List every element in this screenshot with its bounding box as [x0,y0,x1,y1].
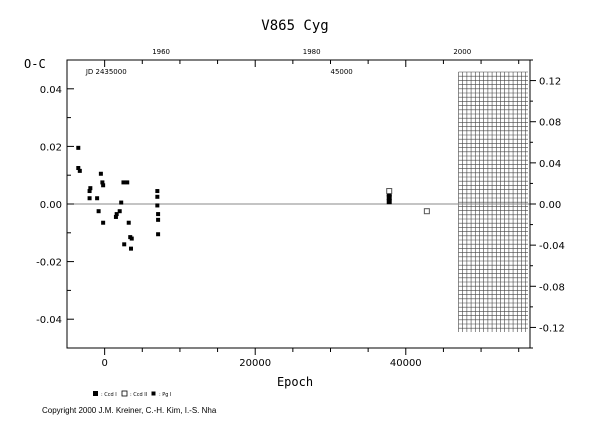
point-pg1 [155,203,160,208]
copyright-note: Copyright 2000 J.M. Kreiner, C.-H. Kim, … [42,406,217,415]
point-pg1 [128,246,133,251]
point-pg1 [76,166,81,170]
point-pg1 [76,145,81,150]
point-pg1 [96,209,101,214]
point-pg1 [119,200,124,205]
point-pg1 [156,212,161,217]
y-tick-label: 0.00 [40,200,62,211]
data-points [76,145,430,251]
point-pg1 [100,180,105,185]
point-pg1 [101,183,106,188]
point-pg1 [87,196,92,201]
bottom-axis: 0 20000 40000 [101,60,520,369]
point-pg1 [95,196,100,201]
x-tick-label: 20000 [239,358,271,369]
y-tick-label: -0.04 [36,315,62,326]
legend-label: : Pg I [159,392,172,398]
point-ccd1 [386,195,392,201]
top-axis-note: JD 2435000 [85,68,127,76]
point-pg1 [77,168,82,173]
point-pg1 [129,236,134,241]
hatched-region [458,71,528,332]
point-pg1 [125,180,130,185]
legend-marker-pg1 [151,391,156,396]
right-y-tick-label: 0.08 [539,118,561,129]
top-axis: 1960 1980 2000 [152,48,471,56]
left-axis: -0.04 -0.02 0.00 0.02 0.04 [36,59,74,349]
point-ccd2 [423,208,430,215]
y-tick-label: 0.04 [40,85,62,96]
y-tick-label: 0.02 [40,142,62,153]
point-pg1 [122,242,127,247]
legend-label: : Ccd I [101,392,117,398]
x-tick-label: 0 [101,358,107,369]
x-tick-label: 40000 [390,358,422,369]
chart-title: V865 Cyg [261,18,328,34]
legend-marker-ccd1 [93,391,98,396]
point-pg1 [121,180,126,185]
point-pg1 [113,214,118,219]
legend: : Ccd I : Ccd II : Pg I [93,390,172,398]
right-y-tick-label: -0.12 [539,323,565,334]
top-axis-year-label: 2000 [453,48,471,56]
right-y-tick-label: 0.04 [539,159,561,170]
point-pg1 [117,209,122,214]
right-y-tick-label: -0.04 [539,241,565,252]
top-axis-year-label: 1980 [303,48,321,56]
x-axis-label: Epoch [277,375,313,389]
point-pg1 [155,189,160,194]
y-axis-label: O-C [24,57,46,71]
point-pg1 [101,220,106,225]
point-pg1 [88,186,93,191]
right-axis: -0.12 -0.08 -0.04 0.00 0.04 0.08 0.12 [530,59,565,349]
top-axis-note-2: 45000 [330,68,352,76]
point-pg1 [87,189,92,194]
point-pg1 [156,217,161,222]
legend-marker-ccd2 [121,390,128,397]
right-y-tick-label: 0.12 [539,77,561,88]
point-pg1 [155,194,160,199]
right-y-tick-label: 0.00 [539,200,561,211]
point-ccd1 [386,199,392,205]
top-axis-year-label: 1960 [152,48,170,56]
point-ccd2 [386,188,393,195]
point-pg1 [126,220,131,225]
point-pg1 [114,212,119,217]
y-tick-label: -0.02 [36,258,62,269]
point-pg1 [98,171,103,176]
right-y-tick-label: -0.08 [539,282,565,293]
point-pg1 [156,232,161,237]
legend-label: : Ccd II [130,392,147,398]
